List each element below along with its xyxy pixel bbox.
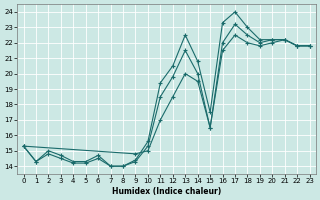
X-axis label: Humidex (Indice chaleur): Humidex (Indice chaleur) — [112, 187, 221, 196]
